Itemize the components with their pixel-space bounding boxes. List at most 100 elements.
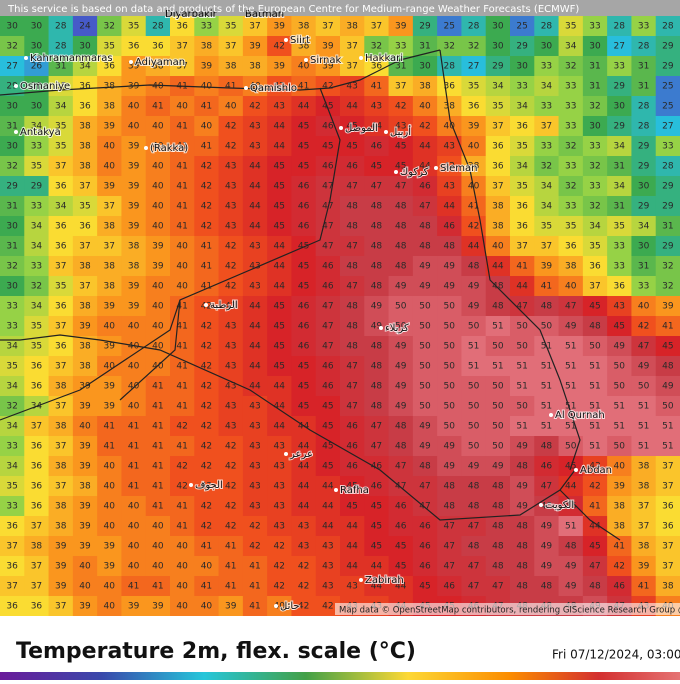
temp-value: 51 [589,402,600,412]
place-label: Al Qurnah [555,410,605,421]
place-label: Hakkari [365,53,403,64]
temp-value: 37 [55,162,66,172]
temp-cell [145,436,171,457]
temp-cell [48,36,74,57]
temp-value: 28 [638,122,650,132]
temp-value: 45 [346,502,357,512]
temp-cell [582,296,608,317]
temp-value: 42 [274,582,285,592]
temp-cell [364,276,390,297]
temp-value: 38 [79,482,91,492]
temp-value: 41 [225,582,236,592]
temp-value: 30 [614,102,626,112]
temp-value: 39 [128,182,140,192]
temp-cell [412,316,438,337]
temp-cell [655,396,680,417]
temp-value: 39 [79,502,91,512]
temp-value: 45 [346,482,357,492]
temp-value: 28 [541,22,553,32]
temp-cell [631,216,657,237]
place-dot [14,130,18,134]
temp-value: 46 [298,322,310,332]
temp-cell [242,116,268,137]
temp-value: 41 [128,462,139,472]
temp-cell [485,436,511,457]
temp-value: 47 [346,282,357,292]
temp-cell [461,16,487,37]
temp-cell [242,136,268,157]
temp-cell [291,76,317,97]
temp-value: 34 [6,382,18,392]
temp-value: 36 [492,142,504,152]
temp-value: 33 [589,182,600,192]
temp-cell [534,416,560,437]
temp-value: 45 [322,422,333,432]
temp-value: 32 [6,262,17,272]
temp-cell [655,496,680,517]
temp-value: 49 [395,362,407,372]
temp-cell [242,196,268,217]
temp-cell [97,56,122,77]
temp-cell [145,516,171,537]
temp-cell [145,216,171,237]
temp-value: 42 [225,262,236,272]
temp-value: 51 [541,402,552,412]
temp-cell [48,196,74,217]
temp-value: 47 [395,462,406,472]
temp-value: 40 [468,142,480,152]
temp-value: 42 [225,502,236,512]
temp-value: 49 [468,282,480,292]
temp-value: 42 [225,282,236,292]
temp-value: 42 [419,122,430,132]
temp-value: 38 [419,82,431,92]
temp-value: 51 [589,362,600,372]
temp-cell [510,356,535,377]
temp-cell [170,396,195,417]
temp-value: 35 [55,282,66,292]
temp-cell [242,76,268,97]
temp-cell [267,296,292,317]
temp-value: 32 [104,22,115,32]
temp-value: 50 [614,442,626,452]
temp-value: 46 [298,202,310,212]
temp-cell [655,476,680,497]
temp-cell [582,216,608,237]
temp-value: 29 [31,182,43,192]
temp-value: 44 [274,262,286,272]
temp-value: 32 [6,42,17,52]
temp-cell [510,96,535,117]
temp-value: 41 [128,422,139,432]
temp-value: 45 [371,502,382,512]
temp-cell [0,236,25,257]
temp-value: 40 [298,62,310,72]
temp-cell [24,56,50,77]
temp-cell [388,216,414,237]
temp-value: 37 [31,522,42,532]
temp-cell [121,196,147,217]
temp-value: 41 [201,282,212,292]
temp-cell [582,156,608,177]
temp-value: 32 [541,162,552,172]
temp-value: 51 [492,362,503,372]
temp-cell [0,116,25,137]
temp-value: 41 [249,602,260,612]
temp-value: 42 [201,482,212,492]
temp-value: 34 [31,302,43,312]
temp-value: 24 [79,22,91,32]
temp-value: 45 [274,302,285,312]
temp-value: 48 [468,262,480,272]
temp-value: 33 [662,142,673,152]
temp-value: 42 [614,562,625,572]
temp-value: 40 [128,382,140,392]
temp-value: 37 [541,242,552,252]
temp-cell [582,256,608,277]
temp-value: 30 [6,142,18,152]
temp-value: 30 [492,22,504,32]
temp-value: 45 [662,342,673,352]
temp-cell [194,116,220,137]
temp-value: 33 [6,302,17,312]
temp-cell [534,456,560,477]
temp-value: 40 [104,462,116,472]
temp-cell [510,36,535,57]
temp-value: 35 [104,42,115,52]
